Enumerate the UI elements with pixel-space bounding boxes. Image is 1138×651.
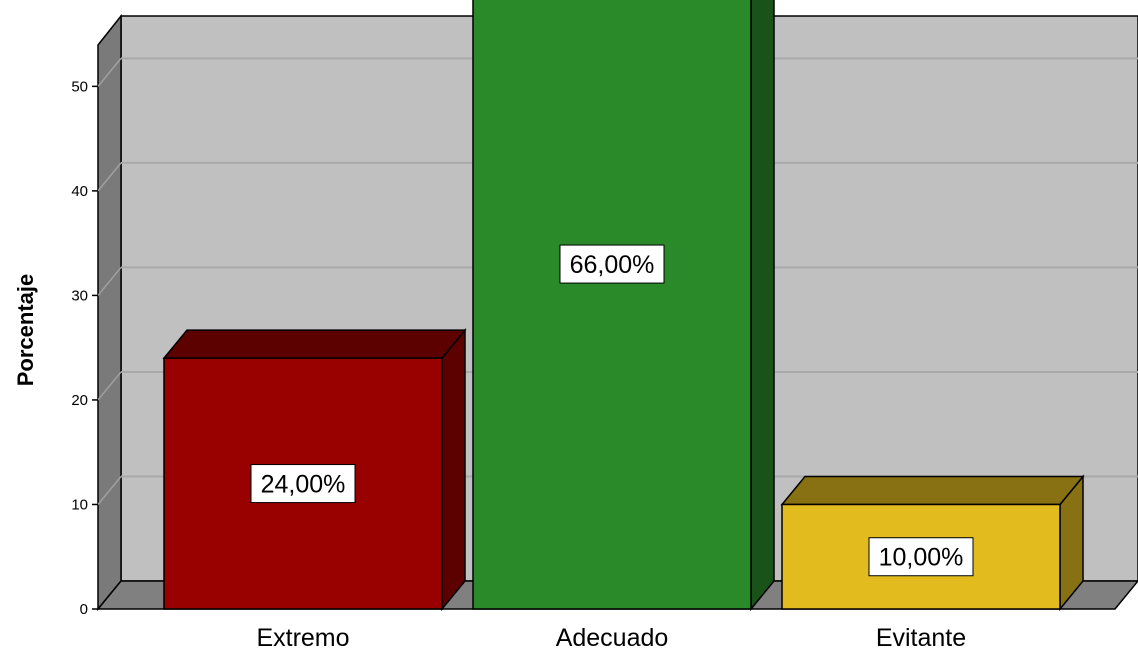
y-tick-label: 10 [71, 496, 88, 513]
side-wall [97, 13, 122, 612]
bar-top [780, 475, 1085, 506]
bar-side [750, 0, 775, 612]
gridline-side [97, 57, 122, 87]
x-category-label: Adecuado [556, 624, 669, 651]
bar-top [162, 329, 467, 359]
gridline-side [97, 266, 122, 296]
y-axis-title: Porcentaje [13, 274, 38, 387]
data-label-box [250, 464, 356, 504]
data-label-box [559, 244, 665, 284]
gridline-side [97, 475, 122, 505]
data-labels: 24,00% 66,00% 10,00% [250, 244, 974, 577]
x-category-label: Evitante [876, 624, 966, 651]
data-label-text: 66,00% [570, 251, 655, 279]
y-axis-ticks: 0 10 20 30 40 50 [71, 78, 98, 618]
bar-side [441, 328, 466, 612]
y-tick-label: 20 [71, 392, 88, 409]
x-axis-categories: Extremo Adecuado Evitante [256, 624, 966, 651]
y-tick-label: 40 [71, 183, 88, 200]
bar-adecuado [472, 0, 775, 612]
y-tick-label: 50 [71, 78, 88, 95]
data-label: 24,00% [250, 464, 356, 504]
y-tick-label: 0 [80, 601, 88, 618]
data-label-text: 24,00% [261, 471, 346, 499]
x-category-label: Extremo [256, 624, 349, 651]
gridline-side [97, 162, 122, 192]
data-label: 66,00% [559, 244, 665, 284]
data-label: 10,00% [868, 537, 974, 577]
y-tick-label: 30 [71, 287, 88, 304]
gridline-side [97, 371, 122, 401]
data-label-text: 10,00% [879, 544, 964, 572]
data-label-box [868, 537, 974, 577]
bar-front [472, 0, 752, 610]
